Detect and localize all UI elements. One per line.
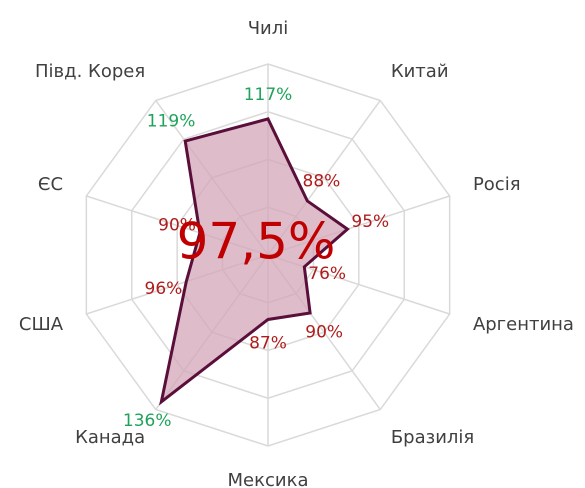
category-label: Чилі	[248, 18, 289, 39]
value-label: 119%	[147, 112, 196, 132]
category-label: Аргентина	[473, 314, 574, 335]
value-label: 90%	[158, 215, 196, 235]
category-label: Бразилія	[391, 427, 474, 448]
value-label: 95%	[351, 212, 389, 232]
center-annotation: 97,5%	[177, 213, 336, 271]
value-label: 136%	[123, 411, 172, 431]
radar-area	[159, 117, 350, 406]
category-label: Китай	[391, 61, 449, 82]
value-label: 88%	[303, 172, 341, 192]
category-label: Півд. Корея	[35, 61, 145, 82]
category-label: Мексика	[228, 470, 309, 488]
category-label: Канада	[75, 427, 145, 448]
value-label: 87%	[249, 333, 287, 353]
value-label: 90%	[305, 322, 343, 342]
value-label: 117%	[244, 85, 293, 105]
category-label: Росія	[473, 174, 521, 195]
value-label: 76%	[308, 264, 346, 284]
category-label: ЄС	[38, 174, 63, 195]
value-label: 96%	[145, 279, 183, 299]
category-label: США	[19, 314, 64, 335]
